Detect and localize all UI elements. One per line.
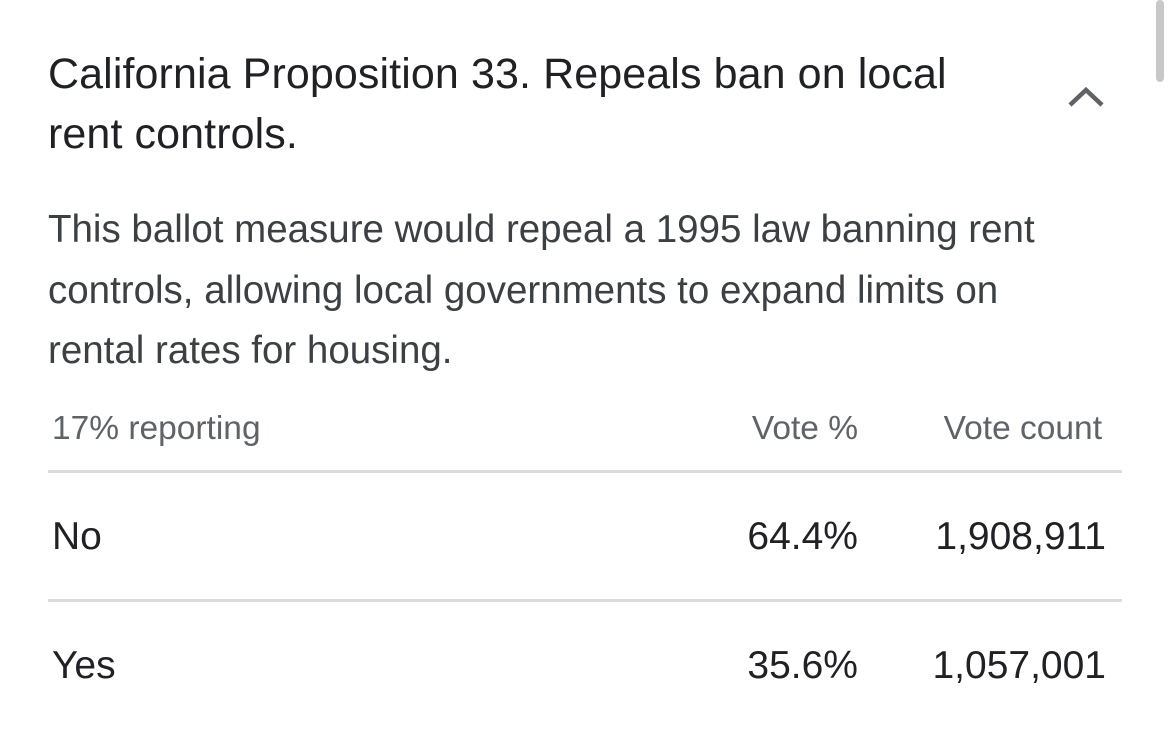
scrollbar[interactable] — [1156, 0, 1164, 82]
measure-description: This ballot measure would repeal a 1995 … — [48, 208, 1035, 372]
column-header-vote-count: Vote count — [943, 410, 1102, 447]
choice-label: No — [52, 515, 102, 558]
card-header: California Proposition 33. Repeals ban o… — [48, 44, 1028, 164]
table-row: No 64.4% 1,908,911 — [48, 473, 1122, 602]
vote-count: 1,908,911 — [935, 515, 1106, 558]
column-header-vote-percent: Vote % — [751, 410, 858, 447]
collapse-button[interactable] — [1056, 72, 1116, 122]
choice-label: Yes — [52, 644, 116, 687]
reporting-status: 17% reporting — [52, 410, 261, 447]
vote-count: 1,057,001 — [932, 644, 1106, 687]
table-row: Yes 35.6% 1,057,001 — [48, 602, 1122, 728]
chevron-up-icon — [1068, 86, 1104, 107]
vote-percent: 35.6% — [747, 644, 858, 687]
results-header: 17% reporting Vote % Vote count — [48, 404, 1122, 473]
results-table: 17% reporting Vote % Vote count No 64.4%… — [48, 404, 1122, 728]
vote-percent: 64.4% — [747, 515, 858, 558]
page-title: California Proposition 33. Repeals ban o… — [48, 50, 947, 158]
